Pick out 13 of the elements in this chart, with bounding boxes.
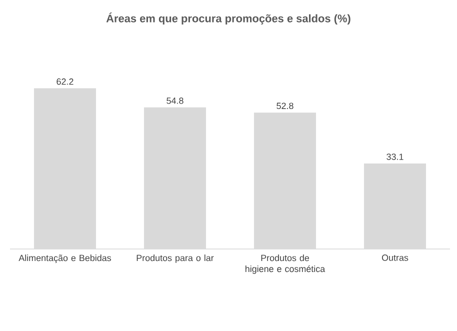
chart-title: Áreas em que procura promoções e saldos (%) — [106, 12, 350, 24]
data-label: 62.2 — [56, 78, 74, 85]
data-label: 33.1 — [386, 154, 404, 160]
bar — [254, 112, 316, 249]
x-tick-label: Produtos de higiene e cosmética — [246, 254, 326, 274]
bar — [34, 88, 96, 249]
data-label: 52.8 — [276, 102, 294, 110]
data-label: 54.8 — [166, 98, 184, 104]
bar — [144, 107, 206, 249]
x-tick-label: Alimentação e Bebidas — [18, 254, 112, 263]
bar — [364, 163, 426, 249]
x-tick-label: Produtos para o lar — [136, 254, 214, 263]
x-tick-label: Outras — [382, 254, 408, 261]
